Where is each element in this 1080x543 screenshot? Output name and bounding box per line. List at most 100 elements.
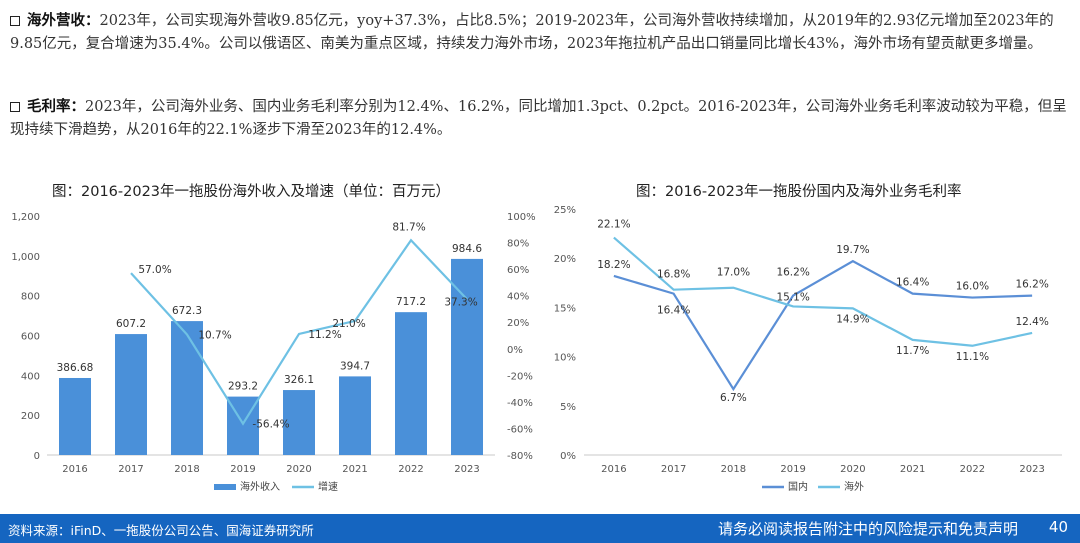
checkbox-bullet-icon bbox=[10, 102, 20, 112]
footer-bar: 资料来源：iFinD、一拖股份公司公告、国海证券研究所 请务必阅读报告附注中的风… bbox=[0, 514, 1080, 543]
y-right-tick-label: 80% bbox=[507, 239, 529, 250]
charts-canvas: 0 200 400 600 800 1,000 1,200 -80% -60% -40% -20% 0… bbox=[11, 205, 1062, 493]
bar-overseas-revenue bbox=[339, 376, 371, 455]
bar-data-label: 984.6 bbox=[452, 243, 482, 255]
paragraph-heading: 毛利率： bbox=[27, 99, 85, 115]
y-tick-label: 15% bbox=[554, 303, 576, 314]
x-tick-label: 2018 bbox=[721, 464, 746, 475]
growth-data-label: 21.0% bbox=[332, 318, 365, 330]
margin-data-label: 16.4% bbox=[657, 305, 690, 317]
y-tick-label: 20% bbox=[554, 254, 576, 265]
margin-data-label: 16.8% bbox=[657, 269, 690, 281]
legend-swatch-bar bbox=[214, 484, 236, 490]
footer-disclaimer: 请务必阅读报告附注中的风险提示和免责声明 bbox=[717, 520, 1018, 538]
margin-data-label: 22.1% bbox=[597, 219, 630, 231]
margin-data-label: 16.0% bbox=[956, 281, 989, 293]
growth-data-label: 57.0% bbox=[138, 264, 171, 276]
x-tick-label: 2020 bbox=[286, 464, 311, 475]
chart-title-revenue: 图：2016-2023年一拖股份海外收入及增速（单位：百万元） bbox=[52, 184, 451, 200]
x-tick-label: 2022 bbox=[960, 464, 985, 475]
paragraph-overseas-revenue: 海外营收：2023年，公司实现海外营收9.85亿元，yoy+37.3%，占比8.… bbox=[10, 10, 1070, 56]
margin-data-label: 16.2% bbox=[776, 267, 809, 279]
y-right-tick-label: 20% bbox=[507, 318, 529, 329]
x-tick-label: 2016 bbox=[62, 464, 87, 475]
y-tick-label: 25% bbox=[554, 205, 576, 216]
margin-data-label: 11.7% bbox=[896, 345, 929, 357]
overseas-margin-line bbox=[613, 236, 1033, 347]
growth-data-label: 37.3% bbox=[444, 296, 477, 308]
y-left-tick-label: 0 bbox=[34, 451, 40, 462]
bar-overseas-revenue bbox=[59, 377, 91, 455]
margin-data-label: 17.0% bbox=[717, 267, 750, 279]
margin-data-label: 19.7% bbox=[836, 244, 869, 256]
y-right-tick-label: 100% bbox=[507, 212, 536, 223]
paragraph-heading: 海外营收： bbox=[27, 13, 100, 29]
y-tick-label: 0% bbox=[560, 451, 576, 462]
y-right-tick-label: -20% bbox=[507, 371, 533, 382]
x-tick-label: 2019 bbox=[230, 464, 255, 475]
x-tick-label: 2017 bbox=[118, 464, 143, 475]
page-number: 40 bbox=[1048, 518, 1068, 536]
margin-data-label: 14.9% bbox=[836, 313, 869, 325]
y-left-tick-label: 200 bbox=[21, 411, 40, 422]
x-tick-label: 2021 bbox=[342, 464, 367, 475]
paragraph-body: 2023年，公司实现海外营收9.85亿元，yoy+37.3%，占比8.5%；20… bbox=[10, 13, 1054, 52]
y-right-tick-label: 0% bbox=[507, 345, 523, 356]
bar-overseas-revenue bbox=[395, 312, 427, 455]
paragraph-gross-margin: 毛利率：2023年，公司海外业务、国内业务毛利率分别为12.4%、16.2%，同… bbox=[10, 96, 1070, 142]
x-tick-label: 2016 bbox=[601, 464, 626, 475]
growth-data-label: 10.7% bbox=[198, 330, 231, 342]
x-tick-label: 2018 bbox=[174, 464, 199, 475]
legend-label: 国内 bbox=[788, 480, 808, 493]
y-tick-label: 5% bbox=[560, 402, 576, 413]
bar-data-label: 326.1 bbox=[284, 374, 314, 386]
paragraph-body: 2023年，公司海外业务、国内业务毛利率分别为12.4%、16.2%，同比增加1… bbox=[10, 99, 1067, 138]
y-right-tick-label: -60% bbox=[507, 424, 533, 435]
margin-data-label: 6.7% bbox=[720, 392, 747, 404]
domestic-margin-line bbox=[613, 259, 1033, 392]
growth-data-label: -56.4% bbox=[252, 419, 289, 431]
margin-data-label: 18.2% bbox=[597, 259, 630, 271]
margin-data-label: 11.1% bbox=[956, 351, 989, 363]
bar-overseas-revenue bbox=[451, 258, 483, 455]
bar-data-label: 672.3 bbox=[172, 305, 202, 317]
y-left-tick-label: 1,000 bbox=[11, 252, 40, 263]
y-right-tick-label: 40% bbox=[507, 292, 529, 303]
bar-overseas-revenue bbox=[171, 321, 203, 455]
checkbox-bullet-icon bbox=[10, 16, 20, 26]
bar-overseas-revenue bbox=[283, 390, 315, 455]
margin-data-label: 16.4% bbox=[896, 277, 929, 289]
x-tick-label: 2019 bbox=[780, 464, 805, 475]
y-left-tick-label: 800 bbox=[21, 292, 40, 303]
y-right-tick-label: -80% bbox=[507, 451, 533, 462]
x-tick-label: 2017 bbox=[661, 464, 686, 475]
chart-title-margin: 图：2016-2023年一拖股份国内及海外业务毛利率 bbox=[636, 184, 962, 200]
bar-data-label: 394.7 bbox=[340, 360, 370, 372]
y-right-tick-label: -40% bbox=[507, 398, 533, 409]
growth-data-label: 11.2% bbox=[308, 329, 341, 341]
legend-label: 海外 bbox=[844, 480, 864, 493]
bar-data-label: 386.68 bbox=[57, 362, 94, 374]
x-tick-label: 2023 bbox=[454, 464, 479, 475]
growth-data-label: 81.7% bbox=[392, 221, 425, 233]
legend-label: 增速 bbox=[318, 480, 338, 493]
bar-data-label: 607.2 bbox=[116, 318, 146, 330]
x-tick-label: 2021 bbox=[900, 464, 925, 475]
bar-overseas-revenue bbox=[115, 334, 147, 455]
margin-data-label: 12.4% bbox=[1015, 316, 1048, 328]
y-left-tick-label: 400 bbox=[21, 371, 40, 382]
x-tick-label: 2022 bbox=[398, 464, 423, 475]
bar-data-label: 293.2 bbox=[228, 381, 258, 393]
x-tick-label: 2020 bbox=[840, 464, 865, 475]
legend-label: 海外收入 bbox=[240, 480, 280, 493]
y-tick-label: 10% bbox=[554, 353, 576, 364]
bar-data-label: 717.2 bbox=[396, 296, 426, 308]
y-left-tick-label: 1,200 bbox=[11, 212, 40, 223]
growth-rate-line bbox=[130, 238, 468, 426]
margin-data-label: 15.1% bbox=[776, 291, 809, 303]
y-right-tick-label: 60% bbox=[507, 265, 529, 276]
footer-source: 资料来源：iFinD、一拖股份公司公告、国海证券研究所 bbox=[8, 523, 314, 538]
margin-data-label: 16.2% bbox=[1015, 279, 1048, 291]
x-tick-label: 2023 bbox=[1019, 464, 1044, 475]
y-left-tick-label: 600 bbox=[21, 332, 40, 343]
